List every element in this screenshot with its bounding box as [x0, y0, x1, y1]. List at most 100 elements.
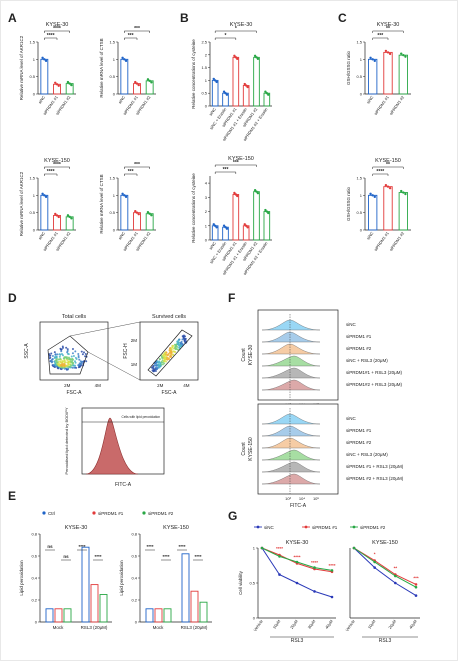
bar	[233, 57, 239, 106]
sig-label: ****	[78, 544, 85, 549]
event-dot	[64, 363, 66, 365]
bar	[254, 57, 260, 106]
event-dot	[82, 353, 84, 355]
event-dot	[81, 351, 83, 353]
event-dot	[71, 367, 73, 369]
sig-label: ****	[328, 563, 335, 568]
bar-chart: 00.511.5Relative mRNA level of CTSBsiNCs…	[99, 26, 156, 116]
event-dot	[66, 369, 68, 371]
event-dot	[61, 348, 63, 350]
data-point	[278, 555, 281, 558]
data-point	[226, 228, 228, 230]
x-tick-label: 10³	[285, 496, 291, 501]
panel-letter-b: B	[180, 11, 189, 25]
event-dot	[62, 347, 64, 349]
data-point	[394, 582, 397, 585]
event-dot	[159, 366, 161, 368]
y-tick-label: 0	[205, 104, 208, 109]
bar	[46, 609, 53, 622]
x-tick-label: 40μM	[408, 619, 418, 630]
y-tick-label: 0	[360, 228, 363, 233]
sig-label: **	[394, 566, 398, 571]
y-axis-label: Count	[241, 348, 247, 362]
data-point	[385, 184, 387, 186]
data-point	[58, 216, 60, 218]
y-axis-label: Cell viability	[238, 570, 243, 595]
event-dot	[173, 350, 175, 352]
event-dot	[79, 366, 81, 368]
data-point	[278, 573, 281, 576]
y-tick-label: 0	[35, 620, 38, 625]
sig-label: ****	[162, 554, 169, 559]
x-tick-label: siNC	[365, 95, 374, 105]
event-dot	[75, 367, 77, 369]
bar	[233, 194, 239, 240]
sig-label: ***	[128, 33, 134, 39]
y-tick-label: 0.6	[31, 554, 37, 559]
x-tick-label: 2M	[157, 383, 164, 388]
y-tick-label: 0.8	[31, 532, 37, 537]
event-dot	[63, 358, 65, 360]
y-tick-label: 1.5	[109, 176, 115, 181]
event-dot	[163, 360, 165, 362]
event-dot	[83, 351, 85, 353]
y-tick-label: 1	[360, 57, 363, 62]
panel-letter-g: G	[228, 509, 237, 523]
bar	[164, 609, 171, 622]
x-tick-label: siNC	[37, 231, 46, 241]
event-dot	[62, 360, 64, 362]
y-axis-label: Relative mRNA level of CTSB	[99, 174, 104, 233]
bar	[134, 213, 141, 230]
bar	[384, 52, 392, 94]
bar	[64, 609, 71, 622]
event-dot	[151, 367, 153, 369]
event-dot	[74, 350, 76, 352]
y-tick-label: 0.5	[201, 91, 207, 96]
plot-title-survived: Survived cells	[152, 314, 186, 320]
data-point	[296, 561, 299, 564]
sig-label: *	[225, 33, 227, 39]
data-point	[215, 81, 217, 83]
event-dot	[61, 366, 63, 368]
event-dot	[85, 353, 87, 355]
event-dot	[168, 353, 170, 355]
sig-label: ****	[376, 169, 384, 175]
data-point	[215, 226, 217, 228]
event-dot	[159, 358, 161, 360]
chart-title: KYSE-150	[372, 540, 398, 546]
event-dot	[55, 355, 57, 357]
y-tick-label: 1.5	[109, 40, 115, 45]
data-point	[402, 191, 404, 193]
event-dot	[78, 359, 80, 361]
legend-label: siPRDM1 #1	[312, 525, 338, 530]
event-dot	[50, 360, 52, 362]
sig-label: ****	[178, 544, 185, 549]
sig-label: **	[386, 162, 390, 168]
y-axis-label: Relative mRNA level of AKR1C2	[19, 171, 24, 236]
x-tick-label: 30μM	[306, 619, 316, 630]
chart-title: KYSE-150	[163, 525, 189, 531]
y-tick-label: 0.4	[31, 576, 37, 581]
legend-label: siPRDM1 #2	[346, 346, 372, 351]
x-tick-label: 4M	[183, 383, 190, 388]
event-dot	[166, 358, 168, 360]
event-dot	[184, 338, 186, 340]
event-dot	[59, 353, 61, 355]
data-point	[125, 60, 127, 62]
panel-letter-e: E	[8, 489, 16, 503]
chart-title: KYSE-30	[65, 525, 88, 531]
event-dot	[179, 344, 181, 346]
data-point	[389, 187, 391, 189]
bar-chart: 00.511.5Relative mRNA level of CTSBsiNCs…	[99, 162, 156, 252]
y-tick-label: 0	[113, 228, 116, 233]
bar	[264, 212, 270, 240]
x-tick-label: 40μM	[324, 619, 334, 630]
data-point	[404, 193, 406, 195]
data-point	[402, 54, 404, 56]
legend-label: siPRDM1 #1	[346, 334, 372, 339]
y-axis-label: Count	[241, 442, 247, 456]
x-axis-group-label: RSL3	[379, 638, 392, 644]
sig-label: ***	[134, 26, 140, 32]
sig-label: ****	[146, 544, 153, 549]
